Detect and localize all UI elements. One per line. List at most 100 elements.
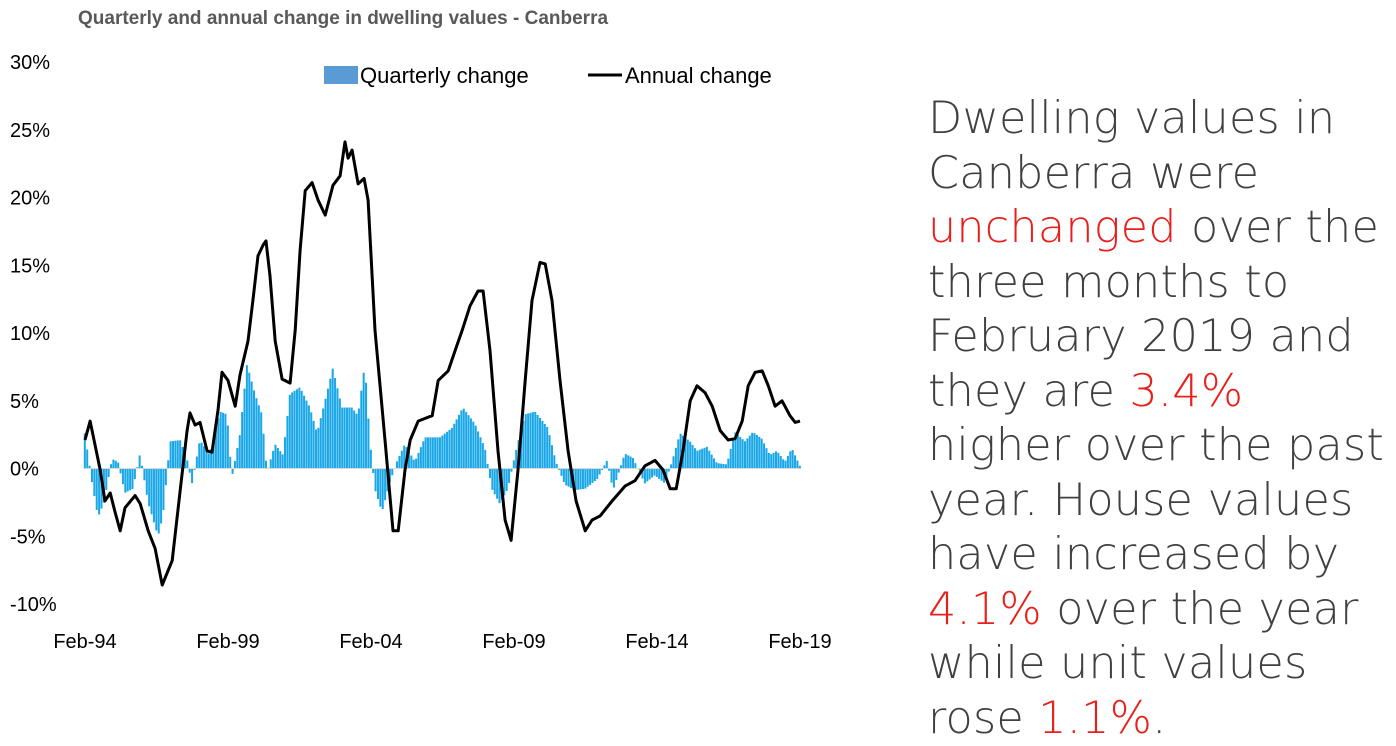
- quarterly-bar: [644, 469, 646, 484]
- quarterly-bar: [155, 469, 157, 531]
- quarterly-bar: [344, 408, 346, 469]
- quarterly-bar: [93, 469, 95, 497]
- quarterly-bar: [253, 390, 255, 468]
- quarterly-bar: [789, 451, 791, 468]
- quarterly-bar: [334, 378, 336, 468]
- quarterly-bar: [115, 461, 117, 469]
- quarterly-bar: [356, 414, 358, 469]
- quarterly-bar: [513, 460, 515, 468]
- quarterly-bar: [599, 469, 601, 475]
- quarterly-bar: [205, 450, 207, 469]
- quarterly-bar: [754, 433, 756, 468]
- quarterly-bar: [773, 453, 775, 469]
- y-tick-label: -10%: [10, 594, 57, 616]
- quarterly-bar: [286, 416, 288, 469]
- quarterly-bar: [794, 455, 796, 468]
- quarterly-bar: [475, 426, 477, 469]
- quarterly-bar: [86, 450, 88, 469]
- quarterly-bar: [139, 455, 141, 468]
- quarterly-bar: [251, 382, 253, 469]
- quarterly-bar: [227, 426, 229, 469]
- quarterly-bar: [279, 451, 281, 468]
- quarterly-bar: [744, 441, 746, 468]
- quarterly-bar: [587, 469, 589, 487]
- quarterly-bar: [434, 437, 436, 468]
- quarterly-bar: [377, 469, 379, 499]
- quarterly-bar: [453, 424, 455, 469]
- quarterly-bar: [699, 450, 701, 469]
- quarterly-bar: [546, 427, 548, 468]
- quarterly-bar: [727, 459, 729, 469]
- quarterly-bar: [375, 469, 377, 492]
- quarterly-bar: [534, 412, 536, 469]
- highlighted-value: 1.1%: [1038, 693, 1152, 744]
- quarterly-bar: [651, 469, 653, 478]
- quarterly-bar: [236, 448, 238, 468]
- quarterly-bar: [634, 463, 636, 468]
- quarterly-bar: [167, 460, 169, 468]
- quarterly-bar: [525, 414, 527, 468]
- quarterly-bar: [134, 469, 136, 479]
- quarterly-bar: [656, 469, 658, 477]
- quarterly-bar: [255, 398, 257, 468]
- quarterly-bar: [653, 469, 655, 476]
- quarterly-bar: [594, 469, 596, 482]
- quarterly-bar: [429, 437, 431, 468]
- quarterly-bar: [470, 418, 472, 468]
- quarterly-bar: [508, 469, 510, 483]
- quarterly-bar: [422, 441, 424, 468]
- quarterly-bar: [112, 460, 114, 469]
- quarterly-bar: [477, 431, 479, 468]
- quarterly-bar: [770, 454, 772, 468]
- quarterly-bar: [584, 469, 586, 489]
- y-tick-label: 15%: [10, 255, 50, 277]
- x-tick-label: Feb-99: [196, 631, 259, 653]
- quarterly-bar: [711, 455, 713, 469]
- quarterly-bar: [353, 410, 355, 468]
- quarterly-bar: [703, 448, 705, 469]
- quarterly-bar: [124, 469, 126, 493]
- quarterly-bar: [782, 459, 784, 468]
- quarterly-bar: [170, 441, 172, 468]
- quarterly-bar: [317, 428, 319, 469]
- quarterly-bar: [220, 412, 222, 469]
- quarterly-bar: [310, 412, 312, 468]
- quarterly-bar: [551, 445, 553, 468]
- quarterly-bar: [208, 453, 210, 468]
- quarterly-bar: [458, 415, 460, 469]
- quarterly-bar: [365, 383, 367, 469]
- quarterly-bar: [611, 469, 613, 483]
- quarterly-bar: [263, 434, 265, 469]
- quarterly-bar: [172, 441, 174, 469]
- quarterly-bar: [177, 440, 179, 468]
- quarterly-bar: [739, 437, 741, 469]
- quarterly-bar: [272, 451, 274, 469]
- quarterly-bar: [568, 469, 570, 487]
- quarterly-bar: [341, 408, 343, 469]
- quarterly-bar: [718, 463, 720, 468]
- quarterly-bar: [313, 421, 315, 469]
- quarterly-bar: [692, 445, 694, 469]
- quarterly-bar: [723, 464, 725, 469]
- quarterly-bar: [670, 464, 672, 468]
- legend-swatch-quarterly: [324, 66, 358, 84]
- quarterly-bar: [646, 469, 648, 482]
- quarterly-bar: [420, 447, 422, 468]
- quarterly-bar: [715, 462, 717, 468]
- quarterly-bar: [730, 449, 732, 469]
- summary-segment: Dwelling values in Canberra were: [928, 93, 1335, 199]
- quarterly-bar: [417, 453, 419, 469]
- quarterly-bar: [298, 388, 300, 469]
- quarterly-bar: [618, 469, 620, 473]
- legend-label-quarterly: Quarterly change: [360, 63, 529, 88]
- quarterly-bar: [363, 373, 365, 469]
- quarterly-bar: [565, 469, 567, 486]
- quarterly-bar: [696, 451, 698, 469]
- quarterly-bar: [248, 373, 250, 469]
- quarterly-bar: [527, 413, 529, 468]
- quarterly-bar: [284, 437, 286, 468]
- quarterly-bar: [577, 469, 579, 490]
- quarterly-bar: [379, 469, 381, 507]
- quarterly-bar: [451, 428, 453, 468]
